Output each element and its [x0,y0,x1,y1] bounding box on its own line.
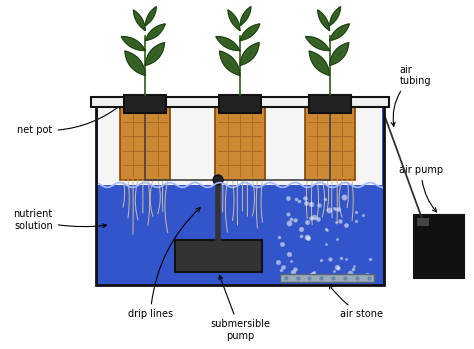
Polygon shape [329,24,349,40]
Polygon shape [305,37,329,51]
Bar [98,102,383,185]
Polygon shape [318,10,329,31]
Bar [414,215,464,277]
Polygon shape [329,7,341,25]
Polygon shape [240,24,260,40]
Text: net pot: net pot [18,105,121,135]
Bar [280,274,374,282]
Text: submersible
pump: submersible pump [210,275,270,341]
Bar [309,95,351,113]
Polygon shape [146,43,164,65]
Polygon shape [125,51,146,75]
Bar [96,100,384,284]
Circle shape [213,175,223,185]
Polygon shape [219,51,240,75]
Bar [417,218,429,226]
Text: air stone: air stone [329,285,383,319]
Polygon shape [133,10,146,31]
Bar [96,100,384,284]
Polygon shape [146,24,165,40]
Polygon shape [329,43,349,65]
Polygon shape [146,7,156,25]
Text: nutrient
solution: nutrient solution [13,209,107,231]
Bar [219,95,261,113]
Polygon shape [309,51,329,75]
Bar [215,107,265,180]
Polygon shape [240,43,259,65]
Bar [91,97,390,107]
Polygon shape [216,37,240,51]
Text: air
tubing: air tubing [391,65,431,126]
Polygon shape [240,7,251,25]
Bar [305,107,355,180]
Bar [175,240,262,272]
Polygon shape [121,37,146,51]
Text: drip lines: drip lines [128,208,200,319]
Polygon shape [228,10,240,31]
Text: air pump: air pump [400,165,444,212]
Bar [120,107,170,180]
Bar [125,95,166,113]
